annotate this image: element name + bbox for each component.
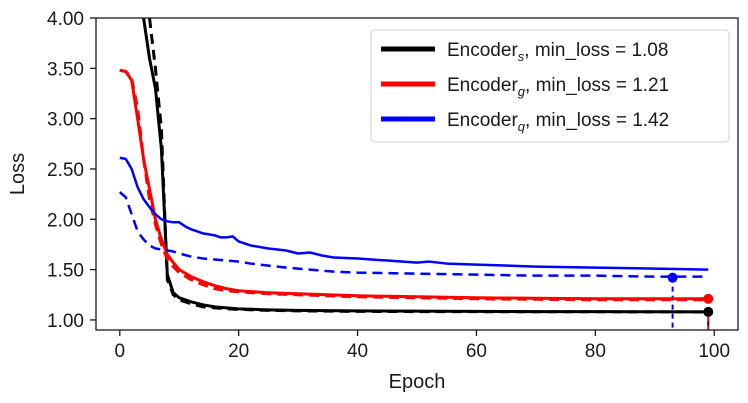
series-line-3 (119, 68, 709, 302)
min-marker-0 (703, 306, 714, 317)
y-tick-label-0: 1.00 (47, 311, 84, 332)
y-tick-label-5: 3.50 (47, 59, 84, 80)
series-line-1 (148, 18, 709, 314)
x-tick-label-1: 20 (228, 341, 249, 362)
x-tick-label-2: 40 (347, 341, 368, 362)
legend-label-1: Encoderg, min_loss = 1.21 (447, 75, 669, 99)
y-axis-label: Loss (7, 153, 29, 195)
series-line-5 (118, 191, 709, 278)
x-tick-label-4: 80 (585, 341, 606, 362)
y-tick-label-6: 4.00 (47, 9, 84, 30)
plot-area (118, 18, 714, 330)
legend: Encoders, min_loss = 1.08 Encoderg, min_l… (370, 29, 730, 143)
legend-label-0: Encoders, min_loss = 1.08 (447, 40, 668, 64)
x-axis-label: Epoch (389, 371, 446, 393)
series-group (118, 18, 710, 330)
plot-frame (95, 17, 739, 331)
axes: 0 20 40 60 80 100 1.00 1.50 2.00 2.50 3.00 3.50 4.00… (7, 9, 739, 393)
y-tick-label-4: 3.00 (47, 110, 84, 131)
y-tick-label-1: 1.50 (47, 261, 84, 282)
x-tick-label-5: 100 (698, 341, 730, 362)
legend-label-2: Encoderq, min_loss = 1.42 (447, 110, 669, 134)
legend-box (370, 29, 730, 143)
y-tick-label-3: 2.50 (47, 160, 84, 181)
x-tick-label-3: 60 (466, 341, 487, 362)
series-line-4 (119, 156, 709, 271)
y-tick-label-2: 2.00 (47, 210, 84, 231)
x-tick-label-0: 0 (114, 341, 125, 362)
min-marker-1 (703, 293, 714, 304)
min-marker-2 (667, 272, 678, 283)
